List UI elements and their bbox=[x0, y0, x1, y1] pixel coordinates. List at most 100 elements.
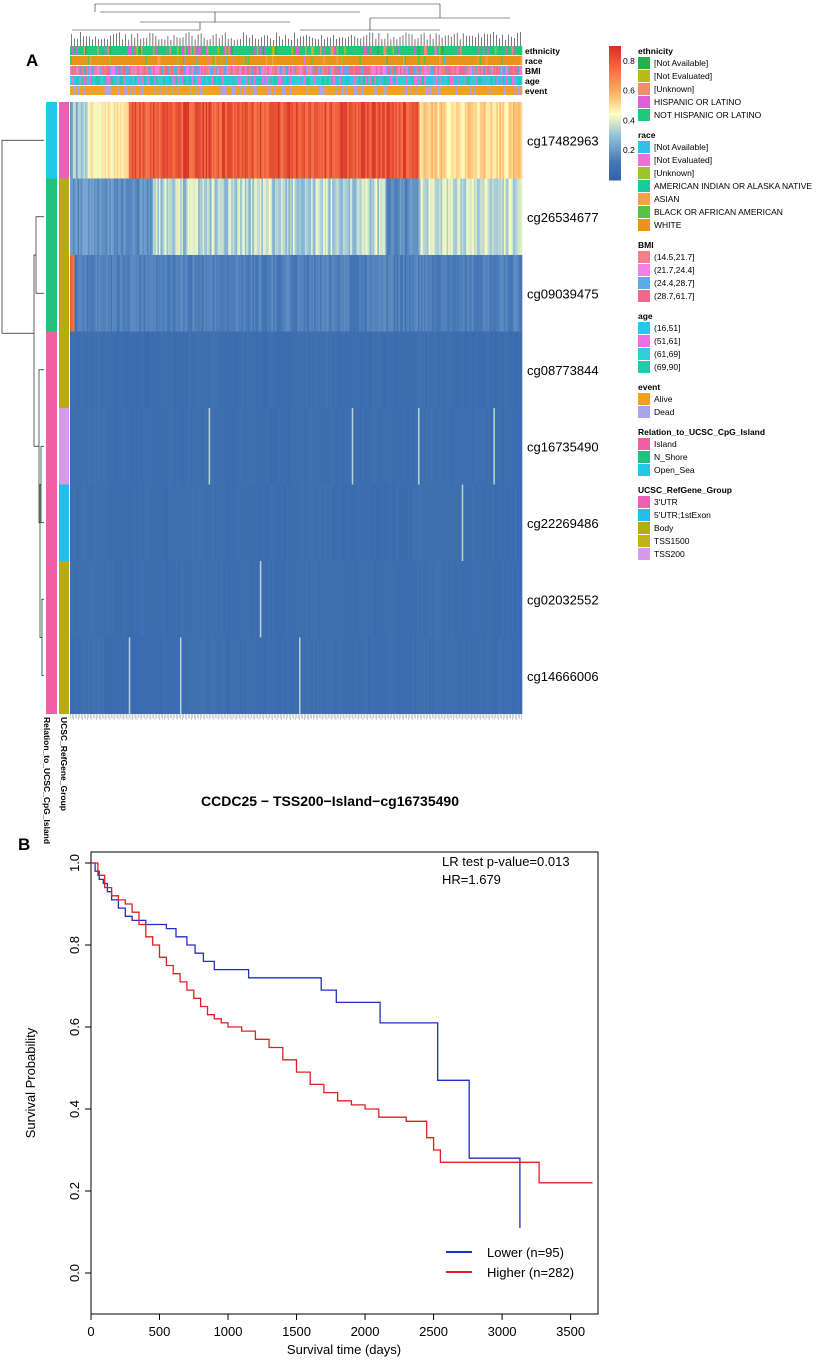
annotation-cell bbox=[442, 46, 444, 55]
annotation-cell bbox=[110, 76, 113, 85]
annotation-cell bbox=[452, 76, 455, 85]
heatmap-cell bbox=[308, 178, 310, 255]
heatmap-cell bbox=[211, 637, 214, 714]
heatmap-cell bbox=[335, 255, 337, 332]
annotation-cell bbox=[309, 46, 312, 55]
annotation-cell bbox=[155, 76, 158, 85]
heatmap-cell bbox=[276, 561, 279, 638]
heatmap-cell bbox=[201, 331, 203, 408]
annotation-cell bbox=[140, 66, 143, 75]
heatmap-cell bbox=[181, 255, 184, 332]
annotation-cell bbox=[502, 76, 505, 85]
annotation-cell bbox=[454, 66, 457, 75]
heatmap-cell bbox=[509, 178, 512, 255]
heatmap-cell bbox=[321, 255, 324, 332]
heatmap-cell bbox=[186, 331, 188, 408]
annotation-cell bbox=[172, 76, 175, 85]
heatmap-cell bbox=[195, 561, 197, 638]
heatmap-cell bbox=[306, 408, 309, 485]
heatmap-cell bbox=[476, 102, 479, 179]
heatmap-cell bbox=[363, 331, 366, 408]
heatmap-cell bbox=[369, 637, 372, 714]
heatmap-cell bbox=[283, 102, 286, 179]
annotation-cell bbox=[170, 56, 173, 65]
annotation-cell bbox=[362, 66, 365, 75]
heatmap-cell bbox=[83, 178, 86, 255]
heatmap-cell bbox=[140, 408, 143, 485]
heatmap-cell bbox=[327, 102, 330, 179]
heatmap-cell bbox=[299, 637, 301, 714]
refgene-cell bbox=[59, 637, 69, 714]
annotation-cell bbox=[279, 46, 282, 55]
heatmap-cell bbox=[448, 484, 450, 561]
heatmap-cell bbox=[442, 408, 444, 485]
heatmap-cell bbox=[80, 484, 83, 561]
heatmap-cell bbox=[118, 102, 121, 179]
annotation-cell bbox=[164, 56, 167, 65]
heatmap-cell bbox=[356, 178, 359, 255]
annotation-cell bbox=[350, 76, 353, 85]
heatmap-cell bbox=[92, 255, 95, 332]
heatmap-cell bbox=[317, 408, 319, 485]
annotation-cell bbox=[296, 46, 298, 55]
heatmap-cell bbox=[410, 561, 413, 638]
annotation-cell bbox=[392, 86, 395, 95]
annotation-cell bbox=[351, 76, 354, 85]
annotation-cell bbox=[497, 86, 500, 95]
annotation-cell bbox=[166, 66, 169, 75]
heatmap-cell bbox=[170, 561, 173, 638]
x-tick-label: 1500 bbox=[282, 1324, 311, 1339]
heatmap-cell bbox=[192, 102, 194, 179]
side-label-relation: Relation_to_UCSC_CpG_Island bbox=[42, 717, 52, 844]
annotation-cell bbox=[488, 46, 491, 55]
heatmap-cell bbox=[505, 102, 508, 179]
heatmap-cell bbox=[466, 255, 469, 332]
heatmap-cell bbox=[445, 331, 447, 408]
heatmap-cell bbox=[115, 255, 118, 332]
colorbar-segment bbox=[609, 61, 621, 65]
annotation-cell bbox=[466, 66, 469, 75]
heatmap-cell bbox=[103, 178, 105, 255]
heatmap-cell bbox=[265, 637, 268, 714]
heatmap-cell bbox=[183, 484, 185, 561]
heatmap-cell bbox=[122, 484, 125, 561]
heatmap-cell bbox=[130, 255, 133, 332]
annotation-cell bbox=[506, 86, 509, 95]
heatmap-cell bbox=[339, 102, 342, 179]
annotation-cell bbox=[161, 76, 164, 85]
legend-swatch bbox=[638, 70, 650, 82]
heatmap-cell bbox=[161, 408, 164, 485]
heatmap-cell bbox=[92, 178, 95, 255]
heatmap-cell bbox=[431, 331, 434, 408]
annotation-cell bbox=[286, 66, 289, 75]
heatmap-cell bbox=[186, 102, 188, 179]
heatmap-cell bbox=[145, 102, 148, 179]
heatmap-cell bbox=[235, 561, 238, 638]
heatmap-cell bbox=[371, 178, 374, 255]
heatmap-cell bbox=[360, 561, 363, 638]
annotation-cell bbox=[464, 76, 467, 85]
annotation-cell bbox=[265, 86, 268, 95]
heatmap-cell bbox=[151, 408, 154, 485]
heatmap-cell bbox=[76, 408, 78, 485]
heatmap-cell bbox=[333, 561, 336, 638]
annotation-cell bbox=[184, 56, 187, 65]
annotation-cell bbox=[250, 86, 253, 95]
annotation-cell bbox=[344, 76, 347, 85]
annotation-cell bbox=[256, 66, 259, 75]
annotation-cell bbox=[315, 86, 318, 95]
annotation-cell bbox=[74, 56, 77, 65]
heatmap-cell bbox=[247, 484, 250, 561]
heatmap-cell bbox=[265, 102, 268, 179]
annotation-cell bbox=[178, 56, 181, 65]
annotation-cell bbox=[219, 86, 221, 95]
heatmap-cell bbox=[107, 331, 110, 408]
annotation-cell bbox=[259, 76, 262, 85]
heatmap-cell bbox=[383, 331, 386, 408]
relation-cell bbox=[46, 561, 57, 638]
heatmap-cell bbox=[348, 255, 351, 332]
heatmap-cell bbox=[279, 561, 282, 638]
heatmap-cell bbox=[381, 102, 384, 179]
annotation-cell bbox=[92, 86, 95, 95]
annotation-cell bbox=[490, 46, 493, 55]
